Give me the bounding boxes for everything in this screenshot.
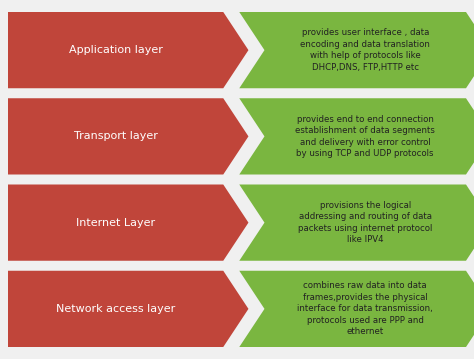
Text: Transport layer: Transport layer bbox=[73, 131, 157, 141]
Polygon shape bbox=[8, 185, 248, 261]
Text: provisions the logical
addressing and routing of data
packets using internet pro: provisions the logical addressing and ro… bbox=[298, 201, 432, 244]
Text: provides user interface , data
encoding and data translation
with help of protoc: provides user interface , data encoding … bbox=[301, 28, 430, 72]
Polygon shape bbox=[8, 12, 248, 88]
Polygon shape bbox=[8, 271, 248, 347]
Text: Application layer: Application layer bbox=[69, 45, 163, 55]
Polygon shape bbox=[239, 271, 474, 347]
Text: Internet Layer: Internet Layer bbox=[76, 218, 155, 228]
Polygon shape bbox=[239, 185, 474, 261]
Polygon shape bbox=[239, 98, 474, 174]
Text: provides end to end connection
establishment of data segments
and delivery with : provides end to end connection establish… bbox=[295, 115, 435, 158]
Polygon shape bbox=[239, 12, 474, 88]
Polygon shape bbox=[8, 98, 248, 174]
Text: Network access layer: Network access layer bbox=[56, 304, 175, 314]
Text: combines raw data into data
frames,provides the physical
interface for data tran: combines raw data into data frames,provi… bbox=[297, 281, 433, 336]
